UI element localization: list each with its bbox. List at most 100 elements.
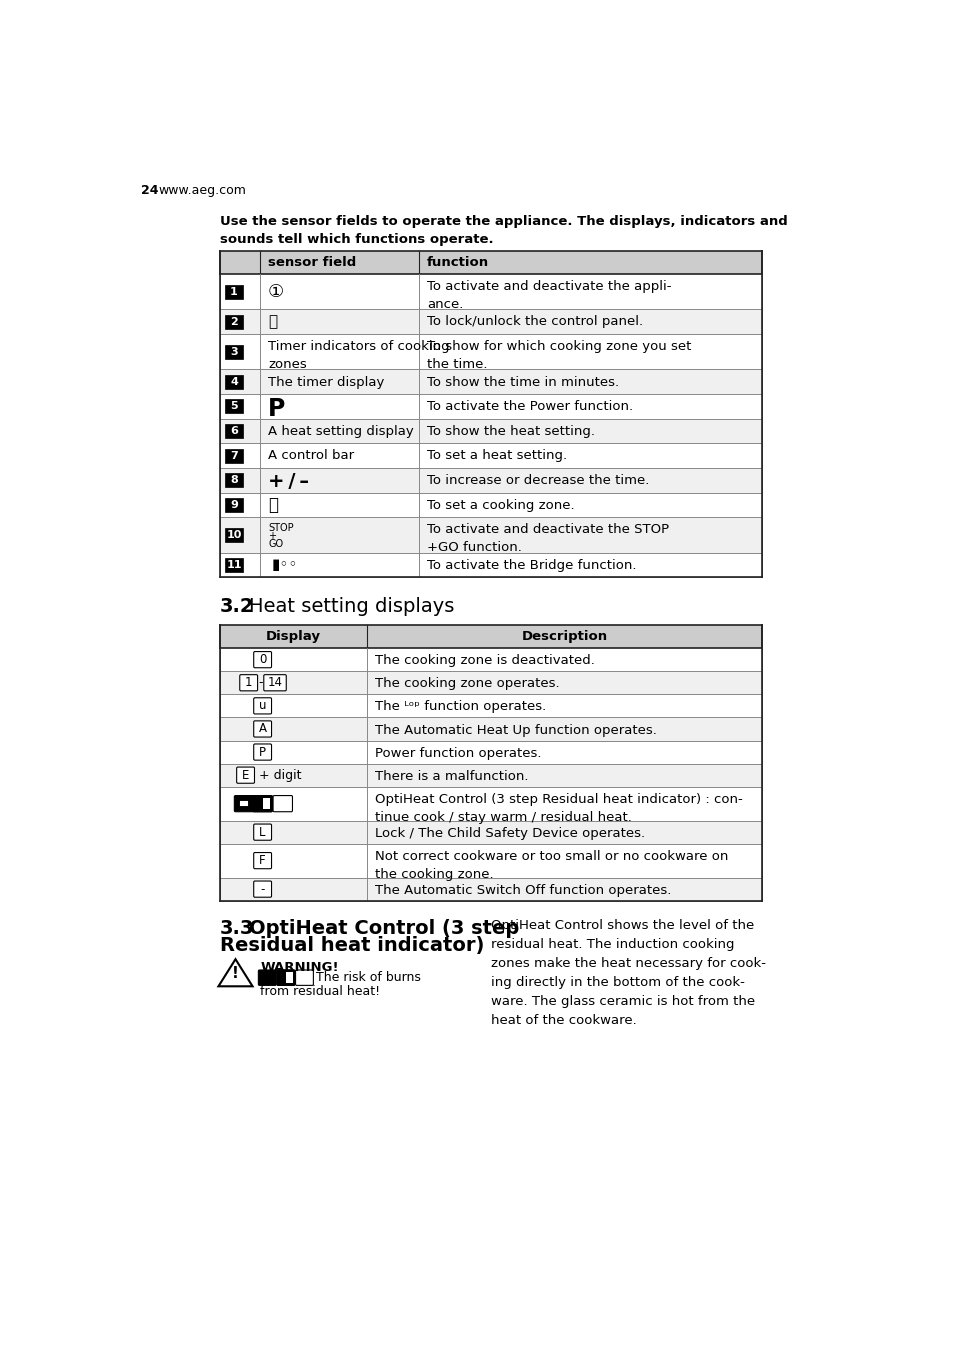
- Text: 5: 5: [230, 402, 237, 411]
- FancyBboxPatch shape: [236, 767, 254, 783]
- Text: 9: 9: [230, 500, 237, 510]
- Bar: [220, 844, 761, 877]
- Bar: [286, 972, 293, 983]
- FancyBboxPatch shape: [253, 795, 272, 811]
- Text: A heat setting display: A heat setting display: [268, 425, 414, 438]
- FancyBboxPatch shape: [253, 721, 272, 737]
- Text: To show for which cooking zone you set
the time.: To show for which cooking zone you set t…: [427, 341, 691, 370]
- Bar: [220, 877, 761, 900]
- Bar: [220, 695, 761, 718]
- Bar: [220, 518, 761, 553]
- Text: The risk of burns: The risk of burns: [315, 971, 420, 984]
- Bar: [220, 741, 761, 764]
- FancyBboxPatch shape: [295, 969, 313, 986]
- Text: The timer display: The timer display: [268, 376, 384, 388]
- Text: To increase or decrease the time.: To increase or decrease the time.: [427, 475, 649, 487]
- FancyBboxPatch shape: [264, 675, 286, 691]
- Bar: [224, 558, 243, 572]
- Text: OptiHeat Control (3 step: OptiHeat Control (3 step: [249, 919, 519, 938]
- Text: The cooking zone is deactivated.: The cooking zone is deactivated.: [375, 654, 595, 668]
- Text: Use the sensor fields to operate the appliance. The displays, indicators and
sou: Use the sensor fields to operate the app…: [220, 215, 787, 246]
- Text: There is a malfunction.: There is a malfunction.: [375, 769, 528, 783]
- Text: Display: Display: [266, 630, 321, 644]
- FancyBboxPatch shape: [253, 825, 272, 840]
- Text: www.aeg.com: www.aeg.com: [158, 184, 246, 197]
- Text: -: -: [257, 676, 262, 690]
- Text: ①: ①: [268, 283, 284, 300]
- FancyBboxPatch shape: [253, 882, 272, 898]
- Text: 7: 7: [230, 450, 237, 461]
- Text: 3: 3: [230, 346, 237, 357]
- Text: The cooking zone operates.: The cooking zone operates.: [375, 677, 559, 691]
- Text: Timer indicators of cooking
zones: Timer indicators of cooking zones: [268, 341, 449, 370]
- Text: sensor field: sensor field: [268, 256, 355, 269]
- Bar: [224, 425, 243, 438]
- Text: GO: GO: [268, 538, 283, 549]
- Text: 3.2: 3.2: [220, 598, 254, 617]
- Text: To set a cooking zone.: To set a cooking zone.: [427, 499, 574, 511]
- Bar: [220, 250, 761, 274]
- Text: !: !: [232, 967, 238, 982]
- Bar: [224, 399, 243, 414]
- Bar: [220, 393, 761, 419]
- Text: P: P: [268, 397, 285, 420]
- FancyBboxPatch shape: [253, 698, 272, 714]
- Bar: [220, 492, 761, 518]
- Text: To activate and deactivate the appli-
ance.: To activate and deactivate the appli- an…: [427, 280, 671, 311]
- Text: u: u: [258, 699, 266, 713]
- Text: Lock / The Child Safety Device operates.: Lock / The Child Safety Device operates.: [375, 827, 644, 840]
- Text: 8: 8: [230, 476, 237, 485]
- FancyBboxPatch shape: [253, 853, 272, 869]
- Bar: [220, 274, 761, 310]
- Text: To activate the Bridge function.: To activate the Bridge function.: [427, 558, 636, 572]
- Bar: [224, 375, 243, 388]
- FancyBboxPatch shape: [239, 675, 257, 691]
- Text: ▮◦◦: ▮◦◦: [271, 557, 297, 572]
- Text: To activate and deactivate the STOP
+GO function.: To activate and deactivate the STOP +GO …: [427, 523, 668, 554]
- Bar: [220, 553, 761, 577]
- Bar: [262, 798, 270, 810]
- Bar: [220, 787, 761, 821]
- Bar: [220, 764, 761, 787]
- Text: Description: Description: [521, 630, 607, 644]
- Bar: [220, 334, 761, 369]
- Text: Not correct cookware or too small or no cookware on
the cooking zone.: Not correct cookware or too small or no …: [375, 850, 727, 882]
- Text: Power function operates.: Power function operates.: [375, 746, 541, 760]
- Text: 24: 24: [141, 184, 158, 197]
- Text: L: L: [259, 826, 266, 838]
- Text: A: A: [258, 722, 266, 735]
- Text: 1: 1: [245, 676, 253, 690]
- FancyBboxPatch shape: [253, 652, 272, 668]
- Text: function: function: [427, 256, 489, 269]
- Bar: [220, 443, 761, 468]
- Text: Residual heat indicator): Residual heat indicator): [220, 936, 484, 955]
- Text: To lock/unlock the control panel.: To lock/unlock the control panel.: [427, 315, 642, 329]
- Bar: [224, 315, 243, 329]
- Bar: [220, 468, 761, 492]
- Text: + / –: + / –: [268, 472, 309, 491]
- Text: A control bar: A control bar: [268, 449, 354, 462]
- Text: OptiHeat Control (3 step Residual heat indicator) : con-
tinue cook / stay warm : OptiHeat Control (3 step Residual heat i…: [375, 792, 742, 823]
- Text: To show the time in minutes.: To show the time in minutes.: [427, 376, 618, 388]
- Text: STOP: STOP: [268, 523, 294, 534]
- Text: P: P: [259, 745, 266, 758]
- Text: 10: 10: [226, 530, 241, 539]
- Text: 🔒: 🔒: [268, 314, 277, 329]
- FancyBboxPatch shape: [234, 795, 253, 811]
- Text: 6: 6: [230, 426, 237, 435]
- Text: from residual heat!: from residual heat!: [260, 986, 380, 998]
- Text: -: -: [260, 883, 265, 895]
- FancyBboxPatch shape: [276, 969, 294, 986]
- Text: 1: 1: [230, 287, 237, 296]
- Text: ⏱: ⏱: [268, 496, 277, 514]
- Text: F: F: [259, 854, 266, 867]
- Bar: [224, 529, 243, 542]
- Text: 2: 2: [230, 316, 237, 327]
- Text: +: +: [268, 531, 275, 541]
- Text: 4: 4: [230, 377, 237, 387]
- Text: The ᴸᵒᵖ function operates.: The ᴸᵒᵖ function operates.: [375, 700, 546, 714]
- Text: To activate the Power function.: To activate the Power function.: [427, 400, 633, 414]
- Bar: [224, 473, 243, 487]
- Bar: [220, 625, 761, 648]
- Text: 14: 14: [267, 676, 282, 690]
